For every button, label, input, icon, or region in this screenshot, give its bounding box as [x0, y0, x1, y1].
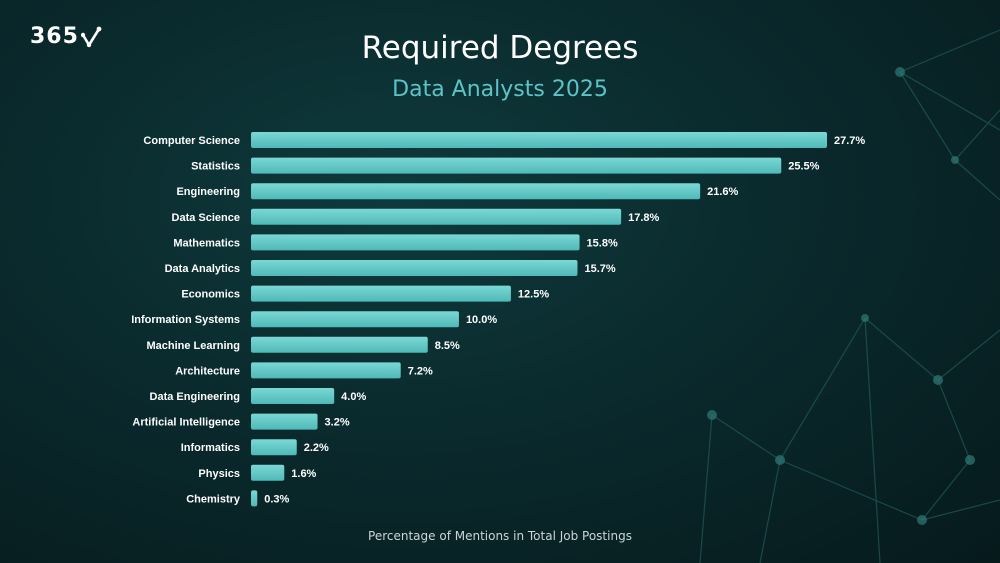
category-label: Engineering: [176, 186, 240, 198]
category-label: Machine Learning: [146, 340, 240, 352]
bar: [251, 439, 297, 456]
category-label: Data Analytics: [165, 263, 240, 275]
value-label: 15.8%: [587, 237, 618, 249]
bar: [251, 311, 459, 328]
category-label: Computer Science: [143, 135, 240, 147]
bar: [251, 464, 285, 481]
category-label: Physics: [198, 468, 240, 480]
value-label: 25.5%: [788, 161, 819, 173]
bar: [251, 183, 701, 200]
bar: [251, 157, 782, 174]
category-label: Information Systems: [131, 314, 240, 326]
category-label: Economics: [181, 289, 240, 301]
category-label: Chemistry: [186, 493, 241, 505]
bar: [251, 208, 622, 225]
bar: [251, 132, 827, 148]
bar: [251, 362, 401, 379]
x-axis-label: Percentage of Mentions in Total Job Post…: [368, 529, 632, 543]
brand-logo: 365: [30, 24, 103, 49]
checkmark-logo-icon: [80, 26, 102, 47]
category-label: Mathematics: [173, 237, 240, 249]
value-label: 1.6%: [291, 468, 316, 480]
value-label: 2.2%: [304, 442, 329, 454]
category-label: Architecture: [175, 365, 240, 377]
value-label: 0.3%: [264, 493, 289, 505]
bar: [251, 388, 335, 404]
value-label: 4.0%: [341, 391, 366, 403]
value-label: 17.8%: [628, 212, 659, 224]
category-label: Informatics: [181, 442, 240, 454]
value-label: 3.2%: [325, 417, 350, 429]
chart-subtitle: Data Analysts 2025: [392, 77, 608, 102]
value-label: 10.0%: [466, 314, 497, 326]
value-label: 12.5%: [518, 289, 549, 301]
value-label: 8.5%: [435, 340, 460, 352]
chart-title: Required Degrees: [361, 30, 639, 66]
value-label: 21.6%: [707, 186, 738, 198]
value-label: 7.2%: [408, 365, 433, 377]
category-label: Data Science: [172, 212, 240, 224]
bar: [251, 234, 580, 251]
bar: [251, 336, 428, 353]
category-label: Artificial Intelligence: [132, 417, 240, 429]
category-label: Data Engineering: [150, 391, 240, 403]
value-label: 27.7%: [834, 135, 865, 147]
category-label: Statistics: [191, 161, 240, 173]
logo-text: 365: [30, 24, 79, 49]
bar: [251, 285, 511, 302]
bar: [251, 490, 258, 507]
value-label: 15.7%: [584, 263, 615, 275]
bar: [251, 260, 578, 276]
bar: [251, 413, 318, 430]
